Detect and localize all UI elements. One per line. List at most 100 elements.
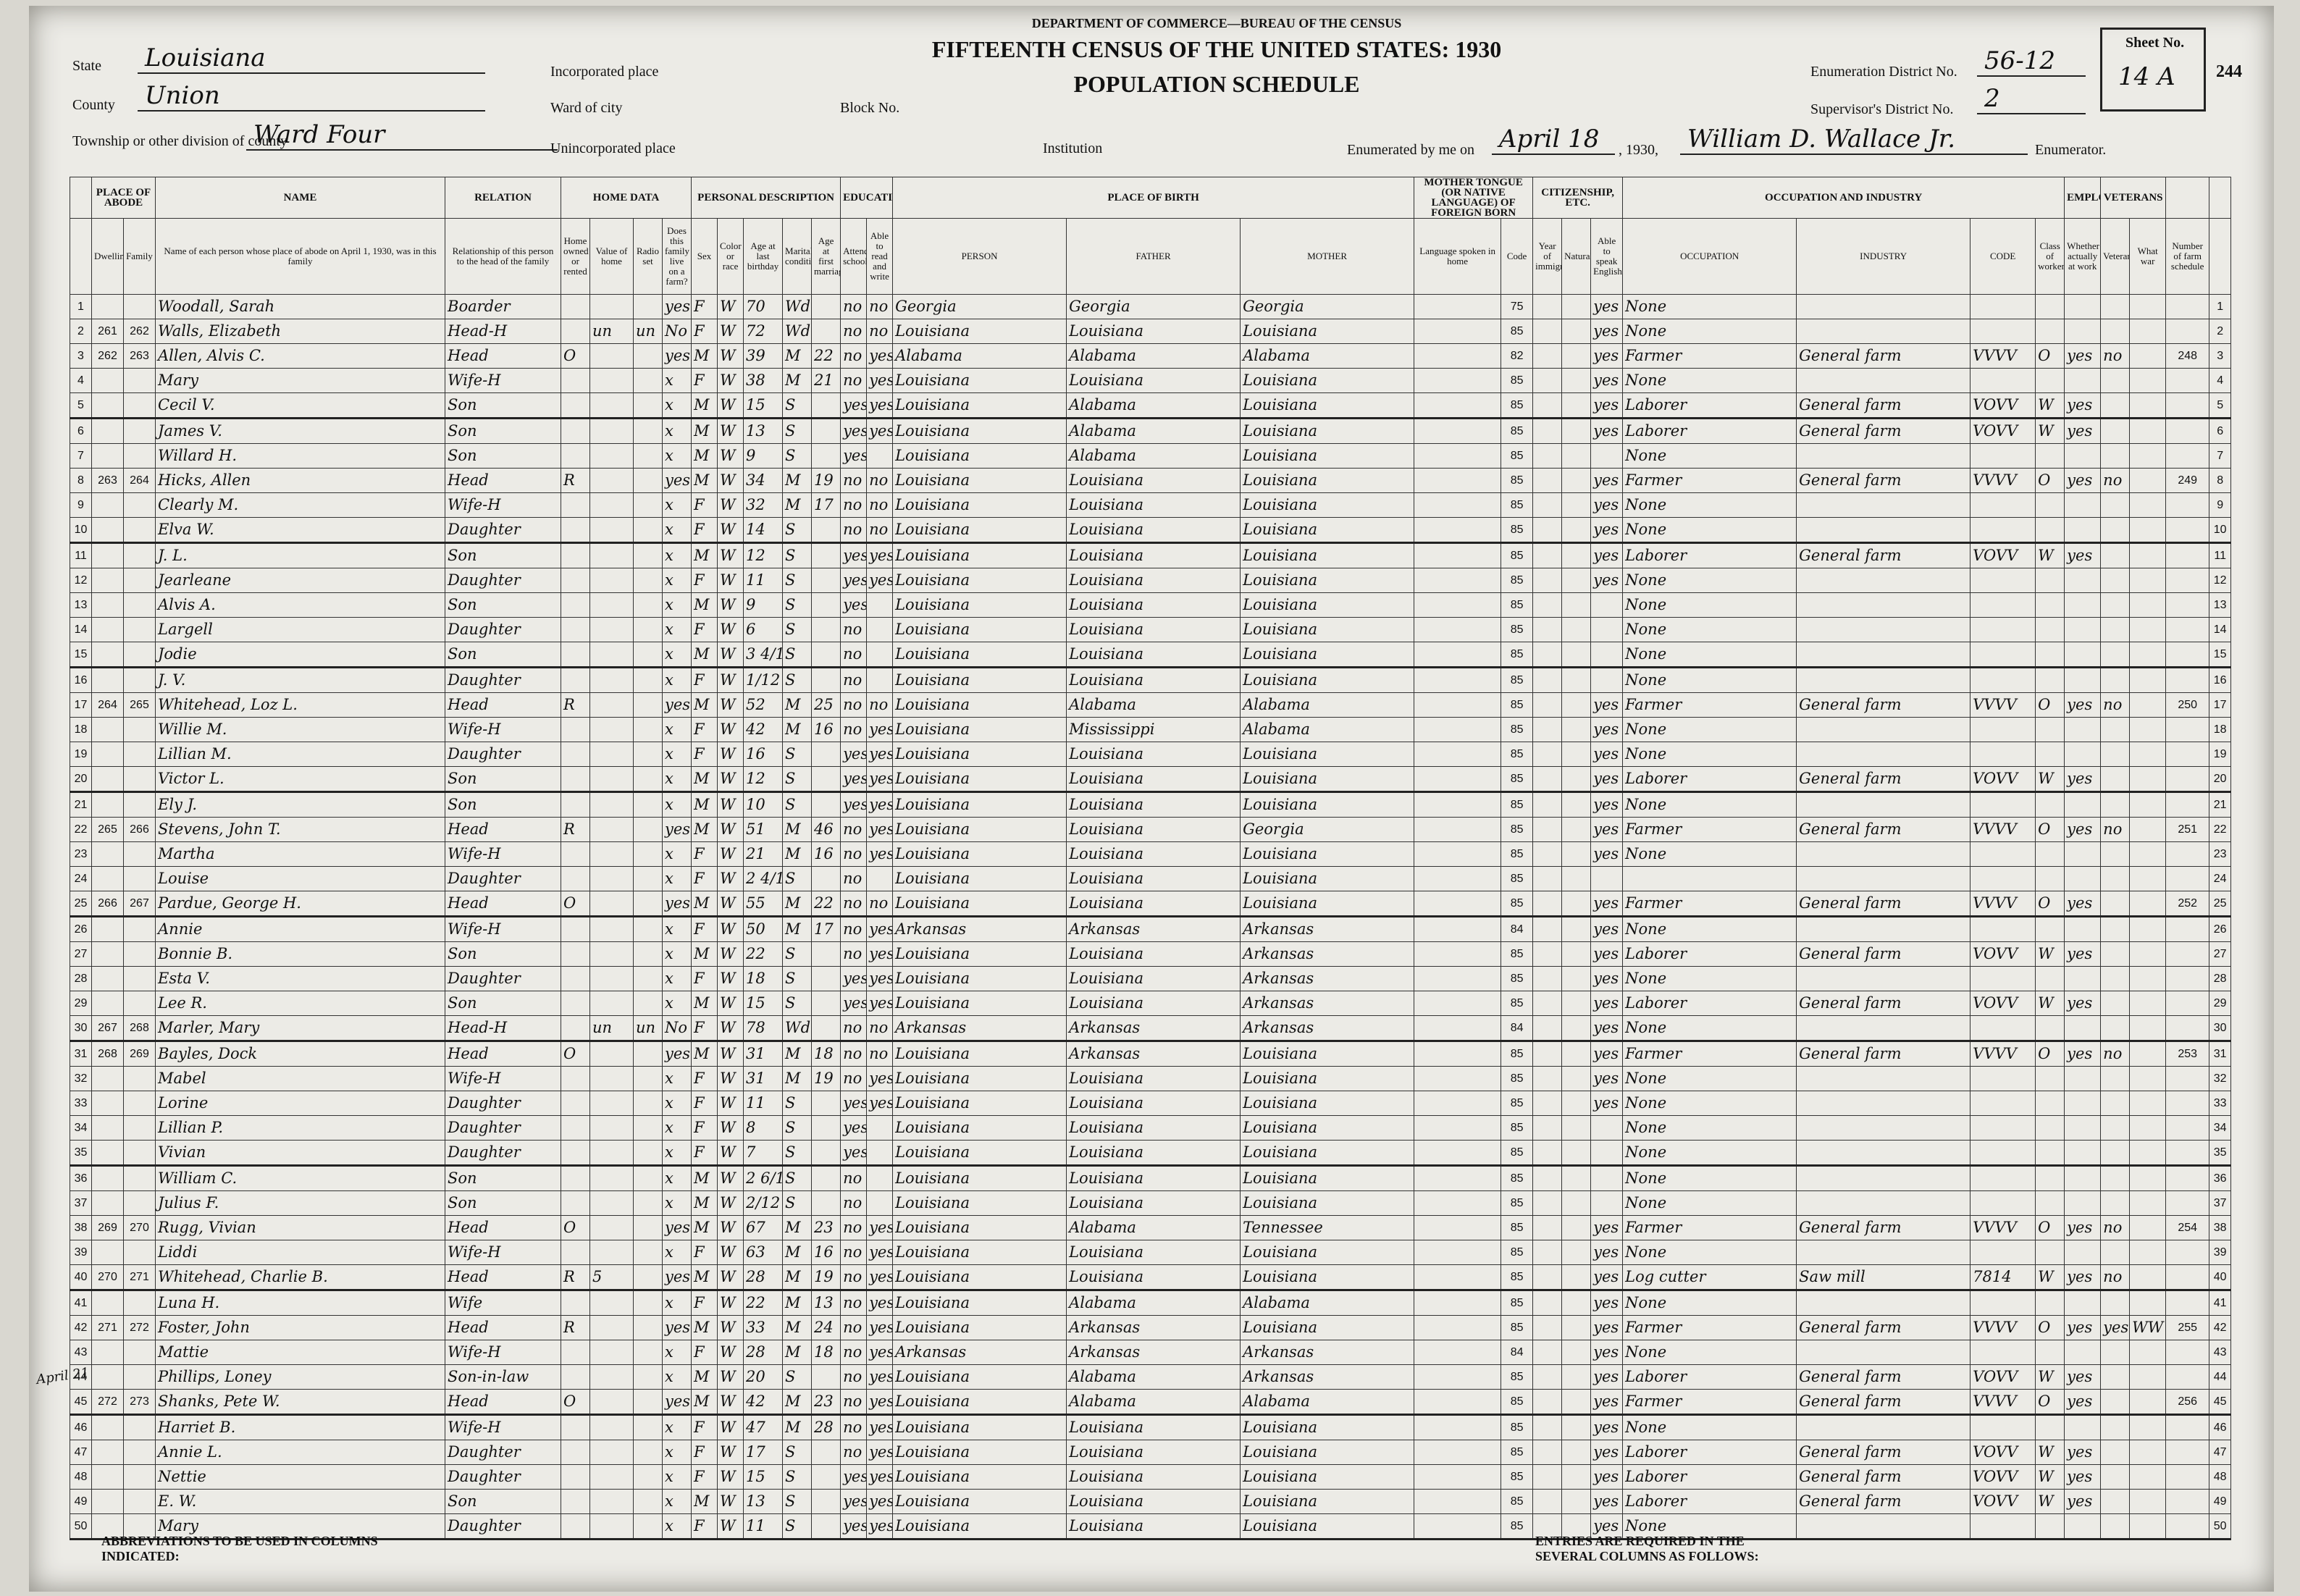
age: 8 bbox=[743, 1115, 784, 1141]
column-header: OCCUPATION bbox=[1622, 218, 1797, 295]
radio bbox=[633, 817, 663, 842]
speaks-english bbox=[1590, 1165, 1624, 1191]
read-write: no bbox=[866, 319, 894, 344]
name: Shanks, Pete W. bbox=[155, 1389, 446, 1416]
mother-tongue bbox=[1414, 418, 1502, 444]
line-number: 31 bbox=[2209, 1041, 2232, 1067]
class-of-worker bbox=[2035, 841, 2065, 867]
race: W bbox=[717, 891, 744, 917]
father-birthplace: Louisiana bbox=[1066, 791, 1241, 818]
immigration-year bbox=[1532, 319, 1563, 344]
tenure: O bbox=[561, 891, 591, 917]
immigration-year bbox=[1532, 991, 1563, 1016]
farm: yes bbox=[662, 1389, 692, 1416]
read-write: yes bbox=[866, 1414, 894, 1440]
age-at-marriage: 17 bbox=[811, 916, 841, 942]
father-birthplace: Arkansas bbox=[1066, 1041, 1241, 1067]
column-header-row: DwellingFamilyName of each person whose … bbox=[70, 218, 2232, 295]
birthplace: Louisiana bbox=[892, 617, 1067, 642]
race: W bbox=[717, 418, 744, 444]
father-birthplace: Louisiana bbox=[1066, 1440, 1241, 1465]
birthplace-code: 84 bbox=[1501, 916, 1534, 942]
naturalization bbox=[1561, 592, 1592, 618]
person-row: 26 Annie Wife-H x F W 50 M 17 no yes Arkansas Arkans… bbox=[70, 916, 2232, 942]
line-number: 16 bbox=[70, 667, 92, 693]
dwelling-number: 267 bbox=[91, 1015, 124, 1042]
line-number: 2 bbox=[2209, 319, 2232, 344]
war bbox=[2129, 1389, 2167, 1416]
column-header: Sex bbox=[691, 218, 718, 295]
sex: F bbox=[691, 841, 718, 867]
sex: M bbox=[691, 1489, 718, 1514]
name: Lillian M. bbox=[155, 742, 446, 767]
mother-birthplace: Louisiana bbox=[1240, 667, 1415, 693]
radio bbox=[633, 542, 663, 568]
family-number: 271 bbox=[122, 1264, 156, 1291]
age: 22 bbox=[743, 1290, 784, 1316]
relation: Head-H bbox=[445, 1015, 562, 1042]
father-birthplace: Louisiana bbox=[1066, 1066, 1241, 1091]
tenure bbox=[561, 1115, 591, 1141]
sex: M bbox=[691, 891, 718, 917]
name: Alvis A. bbox=[155, 592, 446, 618]
veteran bbox=[2100, 1140, 2131, 1167]
home-value bbox=[589, 817, 634, 842]
group-header: EDUCATION bbox=[840, 177, 894, 219]
immigration-year bbox=[1532, 1140, 1563, 1167]
occupation: None bbox=[1622, 1015, 1797, 1042]
naturalization bbox=[1561, 692, 1592, 718]
line-number: 19 bbox=[2209, 742, 2232, 767]
read-write: yes bbox=[866, 392, 894, 419]
speaks-english: yes bbox=[1590, 1414, 1624, 1440]
name: Julius F. bbox=[155, 1190, 446, 1216]
sex: F bbox=[691, 1091, 718, 1116]
farm-schedule bbox=[2165, 766, 2210, 793]
dwelling-number bbox=[91, 642, 124, 668]
farm-schedule bbox=[2165, 866, 2210, 891]
tenure bbox=[561, 492, 591, 518]
school: no bbox=[840, 1340, 868, 1365]
war bbox=[2129, 642, 2167, 668]
race: W bbox=[717, 343, 744, 369]
marital: S bbox=[782, 667, 813, 693]
birthplace-code: 85 bbox=[1501, 1066, 1534, 1091]
birthplace-code: 84 bbox=[1501, 1015, 1534, 1042]
mother-birthplace: Alabama bbox=[1240, 343, 1415, 369]
farm-schedule bbox=[2165, 1440, 2210, 1465]
race: W bbox=[717, 742, 744, 767]
occupation: None bbox=[1622, 617, 1797, 642]
line-number: 39 bbox=[70, 1240, 92, 1265]
read-write: yes bbox=[866, 791, 894, 818]
line-number: 13 bbox=[2209, 592, 2232, 618]
name: Annie bbox=[155, 916, 446, 942]
occupation-code: VOVV bbox=[1970, 1364, 2036, 1390]
occupation: None bbox=[1622, 1091, 1797, 1116]
father-birthplace: Louisiana bbox=[1066, 368, 1241, 393]
line-number: 25 bbox=[70, 891, 92, 917]
war bbox=[2129, 1041, 2167, 1067]
marital: M bbox=[782, 1264, 813, 1291]
at-work: yes bbox=[2064, 392, 2102, 419]
school: no bbox=[840, 941, 868, 967]
department: DEPARTMENT OF COMMERCE—BUREAU OF THE CEN… bbox=[1031, 16, 1402, 30]
farm-schedule bbox=[2165, 791, 2210, 818]
father-birthplace: Alabama bbox=[1066, 418, 1241, 444]
at-work: yes bbox=[2064, 1215, 2102, 1240]
immigration-year bbox=[1532, 1440, 1563, 1465]
sex: M bbox=[691, 418, 718, 444]
radio bbox=[633, 1290, 663, 1316]
age-at-marriage: 16 bbox=[811, 841, 841, 867]
line-number: 33 bbox=[2209, 1091, 2232, 1116]
read-write: yes bbox=[866, 1315, 894, 1340]
race: W bbox=[717, 1115, 744, 1141]
occupation-code bbox=[1970, 791, 2036, 818]
naturalization bbox=[1561, 1066, 1592, 1091]
home-value bbox=[589, 966, 634, 991]
occupation: None bbox=[1622, 841, 1797, 867]
marital: Wd bbox=[782, 1015, 813, 1042]
occupation: None bbox=[1622, 1190, 1797, 1216]
age-at-marriage bbox=[811, 791, 841, 818]
